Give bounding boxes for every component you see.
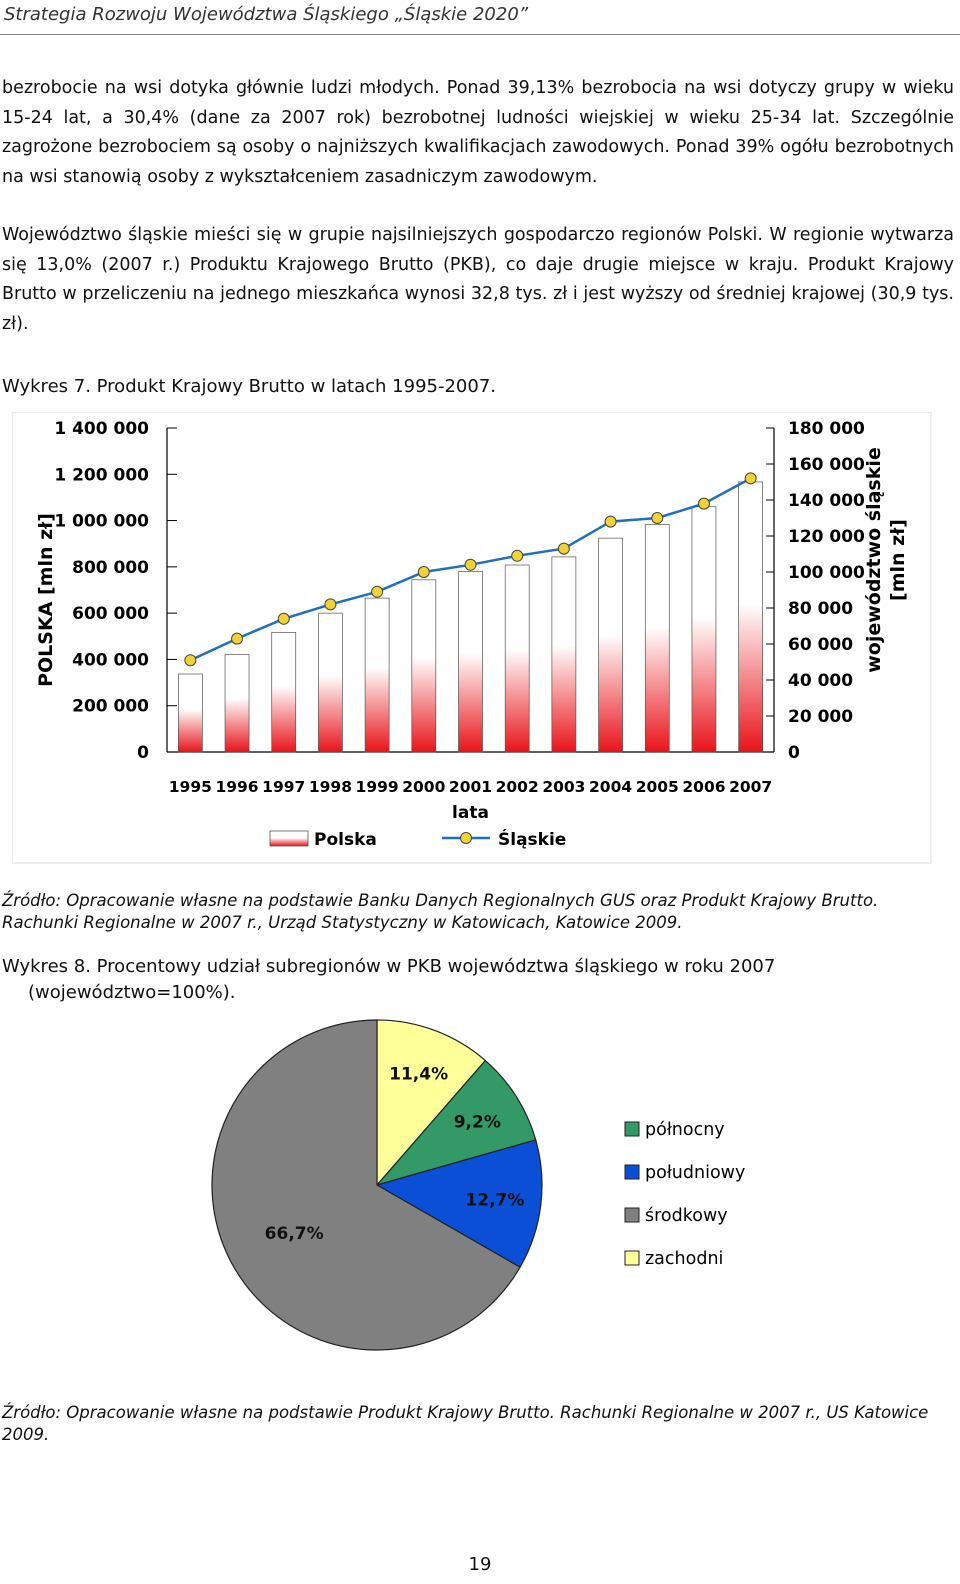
line-point [511,549,524,562]
x-tick-label: 2001 [449,778,492,796]
gdp-bar-line-chart: 0 200 000 400 000 600 000 800 000 1 000 000 1 … [12,412,932,864]
subregion-pie-chart: 11,4% 9,2% 12,7% 66,7% północny południowy śro… [211,1019,745,1351]
line-point [417,566,430,578]
page-number: 19 [468,1554,492,1575]
pie-slice-label: 9,2% [454,1112,501,1132]
x-tick-label: 1998 [309,778,352,796]
right-tick-label: 40 000 [788,671,853,691]
bar [224,653,250,753]
left-tick-label: 1 400 000 [54,419,149,439]
line-point [604,515,617,528]
right-axis-title-line2: [mln zł] [887,519,909,601]
legend-label: środkowy [645,1206,728,1226]
legend-slaskie-label: Śląskie [498,828,566,850]
pie-slice [375,1139,543,1269]
left-axis-title: POLSKA [mln zł] [35,513,57,687]
paragraph-gdp: Województwo śląskie mieści się w grupie … [2,225,954,334]
right-axis-title-line1: województwo śląskie [863,447,885,673]
x-tick-label: 1996 [215,778,258,796]
figure7-source: Źródło: Opracowanie własne na podstawie … [2,891,879,932]
running-header: Strategia Rozwoju Województwa Śląskiego … [4,4,529,25]
bar [364,597,390,753]
figure7-caption: Wykres 7. Produkt Krajowy Brutto w latac… [2,376,496,397]
legend-polska-swatch [269,830,309,847]
line-point [557,542,570,555]
left-tick-label: 1 000 000 [54,512,149,532]
bar [411,579,437,753]
line-point [324,598,337,611]
x-tick-label: 2007 [729,778,772,796]
pie-slice-label: 12,7% [465,1191,524,1211]
figure8-caption-line1: Wykres 8. Procentowy udział subregionów … [2,956,776,977]
right-tick-label: 100 000 [788,563,865,583]
pie-slice-label: 11,4% [389,1065,448,1085]
bar [271,632,297,753]
x-tick-label: 2005 [636,778,679,796]
bar [738,481,764,753]
x-tick-label: 2006 [682,778,725,796]
legend-polska-label: Polska [314,830,377,850]
line-point [651,512,664,524]
right-tick-label: 140 000 [788,491,865,511]
line-point [371,585,384,598]
figure8-source: Źródło: Opracowanie własne na podstawie … [2,1403,929,1444]
pie-slice [376,1019,487,1187]
paragraph-unemployment: bezrobocie na wsi dotyka głównie ludzi m… [2,78,954,187]
right-tick-label: 60 000 [788,635,853,655]
x-tick-label: 1999 [356,778,399,796]
right-tick-label: 180 000 [788,419,865,439]
bar [504,564,530,753]
pie-slice-label: 66,7% [265,1224,324,1244]
left-tick-label: 0 [137,743,149,763]
x-tick-label: 2003 [542,778,585,796]
x-tick-label: 2000 [402,778,445,796]
figure8-caption: Wykres 8. Procentowy udział subregionów … [2,954,954,1006]
left-tick-label: 1 200 000 [54,465,149,485]
bar [551,556,577,753]
line-point [697,497,710,510]
x-tick-label: 1997 [262,778,305,796]
legend-swatch [624,1207,640,1223]
bar [691,506,717,753]
legend-label: południowy [645,1163,745,1183]
legend-slaskie-marker [460,832,472,844]
x-tick-label: 2004 [589,778,632,796]
line-point [184,654,197,667]
header-divider [0,34,960,35]
legend-swatch [624,1121,640,1137]
x-tick-label: 2002 [496,778,539,796]
right-tick-label: 160 000 [788,455,865,475]
right-tick-label: 80 000 [788,599,853,619]
bar [177,673,203,753]
line-point [464,558,477,571]
bar [598,537,623,753]
figure8-caption-line2: (województwo=100%). [28,982,236,1003]
legend-label: zachodni [645,1249,723,1269]
pie-slice [211,1019,521,1351]
line-point [277,612,290,625]
right-tick-label: 20 000 [788,707,853,727]
legend-label: północny [645,1120,725,1140]
right-tick-label: 120 000 [788,527,865,547]
bar [458,571,483,753]
bar [318,612,343,753]
x-tick-label: 1995 [169,778,212,796]
right-tick-label: 0 [788,743,800,763]
left-tick-label: 600 000 [72,604,149,624]
legend-swatch [624,1250,640,1266]
x-axis-title: lata [452,803,489,823]
legend-swatch [624,1164,640,1180]
left-tick-label: 400 000 [72,650,149,670]
left-tick-label: 200 000 [72,697,149,717]
line-point [744,472,757,485]
bar [644,524,670,753]
left-tick-label: 800 000 [72,558,149,578]
line-point [231,632,244,645]
pie-slice [375,1059,537,1187]
